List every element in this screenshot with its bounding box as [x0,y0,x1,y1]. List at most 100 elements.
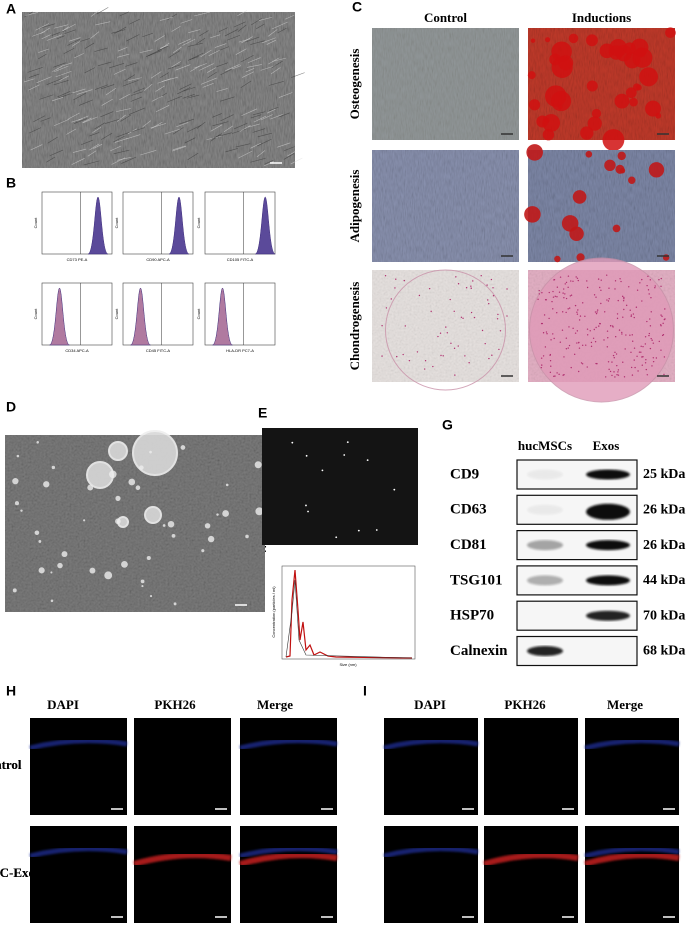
cell [652,357,655,359]
cell [590,341,593,344]
cell [558,291,561,293]
cell [216,132,232,138]
cell [89,132,100,137]
cell [563,374,565,376]
stain [619,167,626,174]
cell [119,93,131,100]
vesicle [146,556,151,561]
cell [220,68,233,76]
cell [621,333,623,335]
vesicle [89,567,96,574]
cell [390,298,392,300]
cell [565,337,568,339]
cell [619,278,621,280]
cell [260,65,276,71]
cell [35,23,50,31]
cell [624,348,626,350]
cell [578,347,581,349]
cell [598,325,600,327]
cell [121,156,137,164]
stain [665,27,676,39]
cell [642,345,644,348]
cell [663,318,666,321]
cell [78,99,93,106]
cell [255,23,265,30]
pellet [385,269,506,391]
cell [160,42,170,50]
cell [575,276,577,278]
cell [548,317,550,320]
cell [252,111,266,116]
cell [258,16,273,21]
y-axis-label: Count [33,308,38,320]
cell [291,72,305,78]
cell [620,280,622,283]
cell [540,357,543,359]
cell [595,296,597,298]
stain [625,87,637,99]
cell [549,360,552,362]
cell [449,298,451,301]
vesicle [50,599,54,603]
cell [642,356,644,358]
cell [540,322,543,325]
cell [151,95,163,102]
cell [252,128,266,133]
stain [632,83,641,91]
cell [612,354,615,357]
stain [648,162,665,178]
cell [546,333,548,335]
vesicle [20,509,23,512]
fluorescence-image [134,718,231,815]
texture [372,28,519,140]
cell [617,369,620,371]
cell [649,279,652,281]
panel-label: D [6,399,16,415]
row-label: Control [0,757,22,772]
cell [125,62,138,67]
y-axis-label: Count [196,308,201,320]
stain [645,100,661,117]
cell [182,94,195,99]
cell [271,60,283,68]
cell [430,310,432,313]
cell [568,307,571,309]
column-header: DAPI [47,697,79,712]
cell [256,138,272,147]
cell [549,354,551,357]
cell [579,315,582,317]
cell [283,153,295,160]
vesicle [140,579,145,584]
column-header: Exos [593,438,620,453]
row-label: Osteogenesis [347,49,362,120]
cell [171,61,181,68]
size-label: 26 kDa [643,538,685,553]
column-header: Inductions [572,10,631,25]
protein-label: TSG101 [450,572,503,588]
histogram-frame [41,282,113,346]
x-axis-label: CD34 APC-A [65,348,89,353]
stain [572,190,587,204]
stain [587,116,602,131]
cell [580,362,583,364]
cell [284,15,295,20]
cell [51,96,64,102]
cell [53,24,69,29]
cell [104,118,120,124]
stain [526,144,543,161]
cell [543,314,546,316]
tissue-nuclei [29,846,128,859]
texture [372,150,519,262]
cell [614,280,617,282]
cell [28,84,40,91]
cell [457,283,460,285]
cell [632,340,634,342]
cell [109,63,125,69]
cell [647,275,649,278]
cell [119,11,130,17]
cell [266,108,276,114]
cell [586,334,589,336]
cell [272,57,287,62]
cell [290,157,303,165]
cell [150,71,162,79]
